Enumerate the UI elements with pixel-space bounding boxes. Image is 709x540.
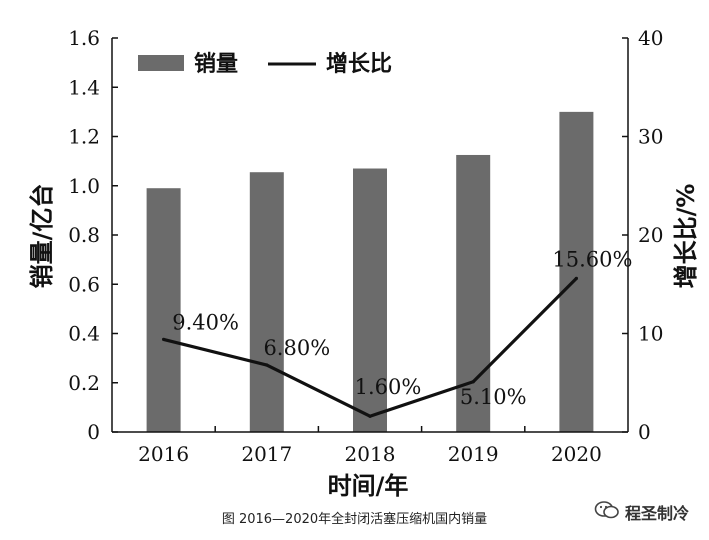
y-tick-label: 0.6: [68, 272, 100, 296]
x-tick-label: 2018: [345, 442, 396, 466]
watermark-text: 程圣制冷: [625, 504, 690, 523]
y2-tick-label: 20: [638, 223, 663, 247]
y-tick-label: 0.2: [68, 371, 100, 395]
x-axis-title: 时间/年: [328, 472, 409, 500]
watermark: 程圣制冷: [594, 500, 689, 524]
y-tick-label: 1.6: [68, 26, 100, 50]
y2-tick-label: 0: [638, 420, 651, 444]
y-axis-title: 销量/亿台: [28, 184, 56, 289]
bars-group: [146, 111, 594, 433]
legend-bar-swatch: [138, 55, 184, 71]
y-tick-label: 0: [87, 420, 100, 444]
x-tick-label: 2019: [448, 442, 499, 466]
labels-group: 9.40% 6.80% 1.60% 5.10% 15.60%: [172, 247, 632, 408]
bar-2018: [353, 168, 387, 432]
legend-bar-label: 销量: [194, 52, 238, 77]
axes-group: 0 0.2 0.4 0.6 0.8 1.0 1.2 1.4 1.6 0 10 20 30 40 2016 20…: [68, 26, 663, 466]
chart: 0 0.2 0.4 0.6 0.8 1.0 1.2 1.4 1.6 0 10 20 30 40 2016 20…: [28, 26, 700, 500]
growth-data-label-2017: 6.80%: [263, 336, 330, 360]
y-tick-label: 1.0: [68, 174, 100, 198]
x-tick-label: 2020: [551, 442, 602, 466]
y-tick-label: 1.2: [68, 125, 100, 149]
figure-caption: 图 2016—2020年全封闭活塞压缩机国内销量: [221, 512, 488, 527]
growth-point-2019: [471, 380, 475, 384]
bar-2020: [559, 111, 594, 432]
x-tick-label: 2016: [138, 442, 189, 466]
growth-line-group: [162, 276, 579, 418]
growth-data-label-2016: 9.40%: [172, 310, 239, 334]
growth-point-2017: [265, 363, 269, 367]
y-tick-label: 1.4: [68, 75, 100, 99]
growth-data-label-2020: 15.60%: [552, 247, 632, 271]
x-tick-label: 2017: [241, 442, 292, 466]
y-tick-label: 0.4: [68, 322, 100, 346]
wechat-icon: [594, 500, 620, 524]
growth-data-label-2018: 1.60%: [355, 375, 422, 399]
growth-data-label-2019: 5.10%: [460, 385, 527, 409]
y2-tick-label: 10: [638, 322, 663, 346]
y2-tick-label: 30: [638, 125, 663, 149]
y2-axis-title: 增长比/%: [672, 184, 700, 289]
growth-point-2020: [574, 276, 579, 280]
legend: 销量 增长比: [138, 51, 392, 77]
y2-tick-label: 40: [638, 26, 663, 50]
y-tick-label: 0.8: [68, 223, 100, 247]
legend-line-label: 增长比: [326, 51, 392, 77]
growth-point-2016: [162, 337, 166, 342]
bar-2017: [249, 172, 284, 433]
growth-point-2018: [368, 414, 372, 418]
bar-2016: [146, 188, 181, 432]
